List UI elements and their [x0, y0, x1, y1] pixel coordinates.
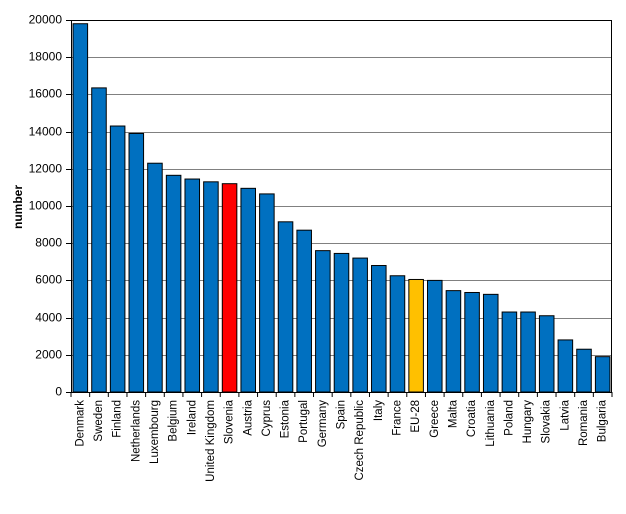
x-tick-label: Croatia — [466, 399, 478, 437]
bar-denmark — [72, 23, 89, 393]
x-tick-label: Latvia — [559, 399, 571, 430]
bar-austria — [240, 187, 256, 393]
y-tick-label: 20000 — [29, 13, 63, 27]
x-tick-label: Belgium — [168, 400, 180, 442]
x-tick-label: Ireland — [186, 400, 198, 435]
x-tick-label: Romania — [578, 399, 590, 446]
y-tick-label: 14000 — [29, 125, 63, 139]
axes — [66, 20, 613, 397]
bar-slovakia — [538, 315, 555, 393]
bar-hungary — [520, 311, 536, 393]
x-tick-label: Lithuania — [485, 399, 497, 446]
bar-belgium — [165, 174, 182, 393]
plot-frame — [71, 20, 612, 393]
y-tick-labels: 0 2000 4000 6000 8000 10000 12000 14000 16000 180… — [29, 13, 63, 399]
x-tick-label: France — [392, 400, 404, 436]
bar-finland — [109, 125, 126, 393]
bar-eu-28 — [408, 278, 424, 393]
bar-netherlands — [128, 132, 145, 393]
bar-estonia — [277, 221, 294, 393]
x-tick-label: Spain — [336, 400, 348, 429]
x-tick-label: Slovakia — [541, 399, 553, 443]
bar-greece — [427, 279, 443, 393]
bar-sweden — [91, 87, 107, 393]
bar-cyprus — [259, 193, 275, 393]
x-tick-label: Greece — [429, 400, 441, 438]
y-axis-title: number — [11, 185, 25, 229]
bar-bulgaria — [594, 356, 611, 393]
y-tick-label: 8000 — [35, 236, 62, 250]
x-tick-label: Portugal — [298, 400, 310, 443]
x-tick-label: Austria — [242, 399, 254, 435]
y-tick-label: 12000 — [29, 162, 63, 176]
x-tick-labels: Denmark Sweden Finland Netherlands Luxembour… — [74, 399, 608, 481]
x-tick-label: Finland — [112, 400, 124, 438]
y-tick-label: 6000 — [35, 273, 62, 287]
x-tick-label: EU-28 — [410, 400, 422, 433]
bar-germany — [315, 250, 331, 393]
x-tick-label: Cyprus — [261, 400, 273, 437]
bar-croatia — [464, 291, 480, 393]
x-tick-label: Denmark — [74, 400, 86, 447]
y-tick-label: 2000 — [35, 348, 62, 362]
y-tick-label: 16000 — [29, 87, 63, 101]
y-tick-label: 10000 — [29, 199, 63, 213]
x-tick-label: United Kingdom — [205, 400, 217, 482]
bar-united-kingdom — [203, 181, 219, 393]
bar-ireland — [184, 178, 201, 393]
x-tick-label: Hungary — [522, 400, 534, 444]
bar-latvia — [557, 339, 574, 393]
x-tick-label: Czech Republic — [354, 400, 366, 481]
bar-poland — [501, 311, 518, 393]
x-tick-label: Estonia — [280, 399, 292, 438]
bar-luxembourg — [147, 162, 163, 393]
x-tick-label: Luxembourg — [149, 400, 161, 464]
y-tick-label: 0 — [55, 385, 62, 399]
bar-france — [389, 275, 406, 393]
x-tick-label: Poland — [503, 400, 515, 436]
bar-italy — [371, 265, 387, 393]
bar-romania — [576, 348, 592, 393]
bar-lithuania — [482, 293, 499, 393]
bar-czech-republic — [352, 257, 368, 393]
x-tick-label: Malta — [447, 399, 459, 428]
bar-malta — [445, 290, 462, 393]
bar-spain — [333, 252, 350, 393]
x-tick-label: Italy — [373, 400, 385, 421]
x-tick-label: Slovenia — [224, 399, 236, 444]
x-tick-label: Bulgaria — [597, 399, 609, 442]
x-tick-label: Germany — [317, 400, 329, 448]
x-tick-label: Netherlands — [130, 400, 142, 462]
bar-portugal — [296, 229, 312, 393]
x-tick-label: Sweden — [93, 400, 105, 442]
bars — [72, 23, 611, 393]
y-tick-label: 18000 — [29, 50, 63, 64]
y-tick-label: 4000 — [35, 311, 62, 325]
bar-slovenia — [221, 183, 238, 393]
